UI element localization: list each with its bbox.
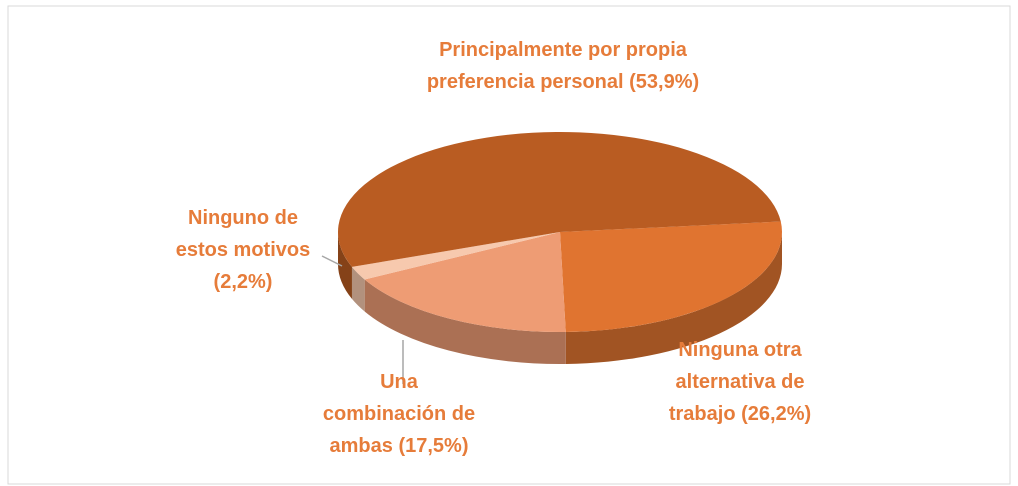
slice bbox=[364, 232, 566, 332]
category-label: Ninguna otra alternativa de trabajo bbox=[668, 339, 805, 425]
category-label: Principalmente por propia preferencia pe… bbox=[426, 39, 687, 93]
category-label: Ninguno de estos motivos bbox=[175, 207, 311, 261]
slice-side bbox=[364, 279, 566, 365]
slice-side bbox=[351, 266, 365, 312]
slice bbox=[560, 221, 782, 332]
slice bbox=[338, 132, 781, 267]
slice-label: Ninguna otra alternativa de trabajo (26,… bbox=[660, 334, 820, 430]
slice-label: Ninguno de estos motivos (2,2%) bbox=[168, 202, 318, 298]
slice-side bbox=[565, 232, 783, 364]
value-label: (17,5%) bbox=[398, 435, 469, 457]
slice-side bbox=[338, 232, 352, 299]
value-label: (26,2%) bbox=[741, 403, 812, 425]
slice-label: Principalmente por propia preferencia pe… bbox=[398, 34, 728, 98]
value-label: (53,9%) bbox=[629, 71, 700, 93]
slice bbox=[351, 232, 560, 280]
leader-line bbox=[321, 255, 343, 267]
slice-label: Una combinación de ambas (17,5%) bbox=[319, 366, 479, 462]
value-label: (2,2%) bbox=[213, 271, 273, 293]
category-label: Una combinación de ambas bbox=[322, 371, 476, 457]
pie bbox=[338, 132, 783, 365]
